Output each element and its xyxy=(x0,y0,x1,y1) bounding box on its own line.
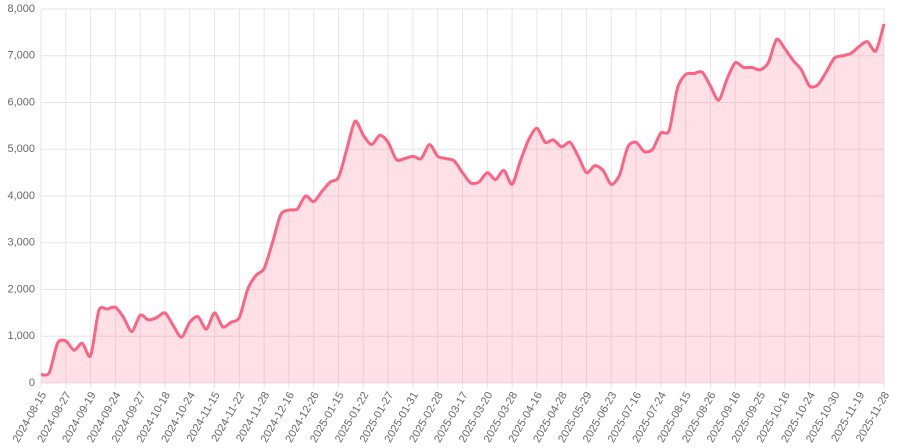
y-tick-label: 8,000 xyxy=(7,3,35,15)
y-tick-label: 7,000 xyxy=(7,50,35,62)
y-tick-label: 1,000 xyxy=(7,330,35,342)
y-tick-label: 5,000 xyxy=(7,143,35,155)
y-tick-label: 4,000 xyxy=(7,190,35,202)
y-tick-label: 0 xyxy=(29,377,35,389)
line xyxy=(40,23,886,377)
y-tick-label: 6,000 xyxy=(7,96,35,108)
y-tick-label: 3,000 xyxy=(7,237,35,249)
y-tick-label: 2,000 xyxy=(7,283,35,295)
